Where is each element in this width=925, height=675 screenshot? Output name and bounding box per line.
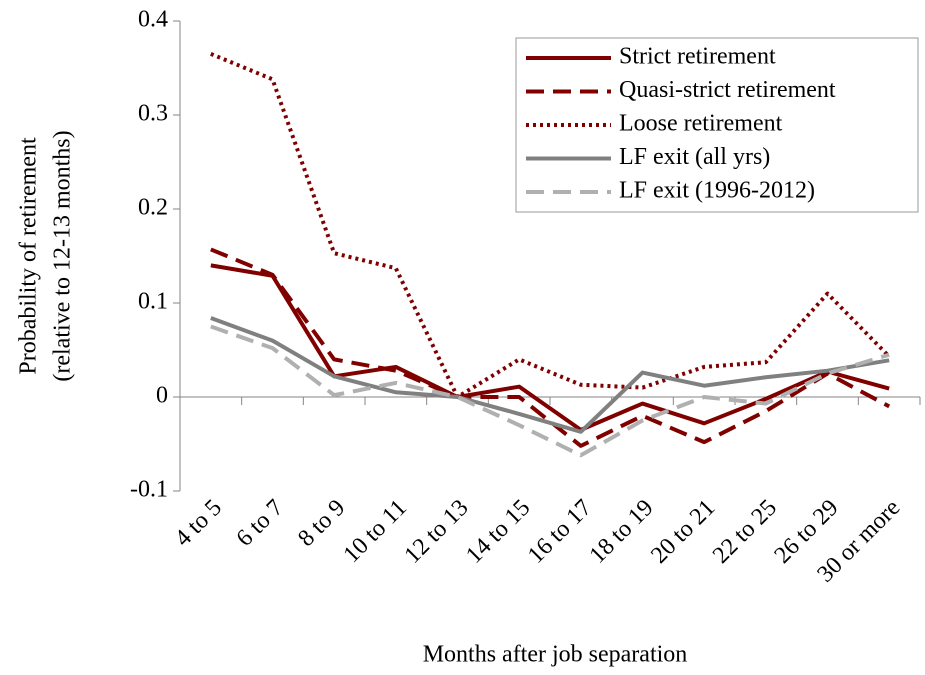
line-series — [210, 263, 890, 432]
line-series — [210, 324, 890, 458]
legend-label: Loose retirement — [619, 111, 783, 137]
x-tick-label: 20 to 21 — [646, 495, 720, 569]
line-series — [210, 52, 891, 399]
x-tick-label: 6 to 7 — [232, 495, 289, 552]
line-series — [210, 247, 891, 448]
y-axis-label: Probability of retirement — [16, 137, 42, 375]
x-tick-label: 18 to 19 — [585, 495, 659, 569]
legend-label: LF exit (all yrs) — [619, 144, 770, 170]
x-tick-label: 14 to 15 — [461, 495, 535, 569]
legend-label: LF exit (1996-2012) — [619, 178, 815, 204]
y-tick-label: 0.3 — [138, 101, 168, 127]
x-tick-label: 8 to 9 — [293, 495, 350, 552]
y-axis-label: (relative to 12-13 months) — [50, 130, 76, 381]
x-tick-label: 22 to 25 — [708, 495, 782, 569]
x-axis-label: Months after job separation — [423, 642, 688, 668]
legend-label: Quasi-strict retirement — [619, 77, 836, 103]
y-tick-label: -0.1 — [130, 477, 168, 503]
y-tick-label: 0.4 — [138, 7, 168, 33]
legend-label: Strict retirement — [619, 44, 776, 70]
x-tick-label: 10 to 11 — [339, 495, 412, 568]
x-tick-label: 12 to 13 — [400, 495, 474, 569]
line-series — [210, 316, 890, 434]
y-tick-label: 0.1 — [138, 289, 168, 315]
x-tick-label: 4 to 5 — [170, 495, 227, 552]
y-tick-label: 0.2 — [138, 195, 168, 221]
y-tick-label: 0 — [156, 383, 168, 409]
x-tick-label: 16 to 17 — [523, 495, 597, 569]
